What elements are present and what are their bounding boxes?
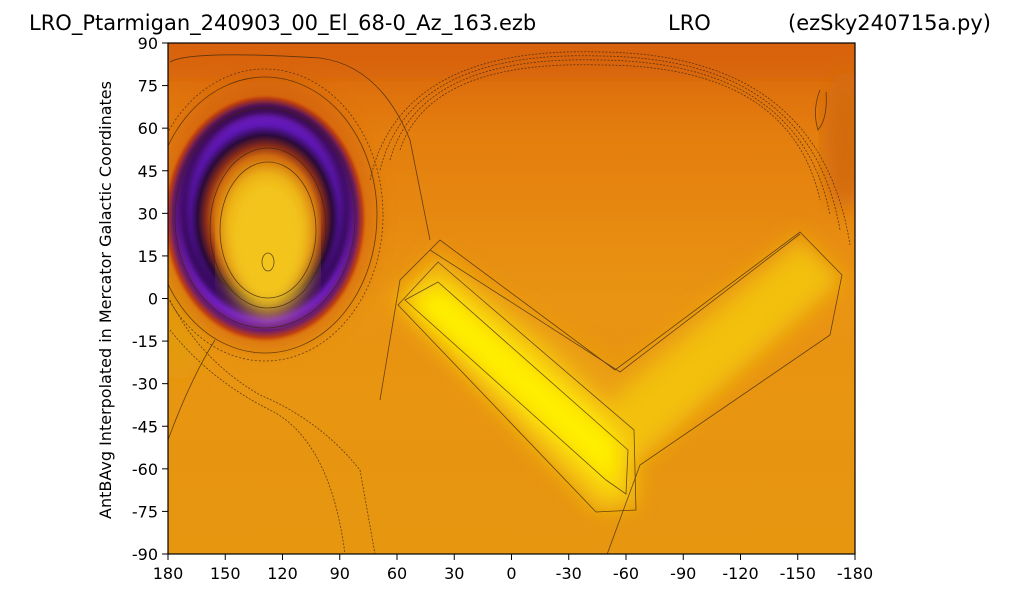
x-tick-label: -120	[722, 564, 758, 583]
contour	[209, 147, 327, 309]
contour	[815, 89, 827, 131]
contour	[397, 261, 637, 513]
chart-title: LRO_Ptarmigan_240903_00_El_68-0_Az_163.e…	[29, 11, 991, 36]
contour	[399, 64, 821, 201]
x-tick-label: 150	[210, 564, 241, 583]
contour	[168, 339, 216, 441]
title-station: LRO	[668, 11, 711, 35]
contour	[389, 59, 831, 216]
y-tick-label: -75	[132, 502, 158, 521]
y-tick-label: -15	[132, 332, 158, 351]
contour	[379, 231, 843, 554]
x-tick-label: 180	[153, 564, 184, 583]
ridge-valley	[430, 232, 800, 395]
contour	[404, 281, 629, 495]
contour	[168, 68, 384, 362]
x-tick-label: -30	[556, 564, 582, 583]
y-tick-label: 15	[138, 247, 158, 266]
y-tick-label: 0	[148, 290, 158, 309]
contour	[169, 329, 346, 554]
x-axis: 180 150 120 90 60 30 0 -30 -60 -90 -120 -150 -180	[153, 554, 873, 583]
y-axis-label: AntBAvg Interpolated in Mercator Galacti…	[96, 81, 115, 519]
contour	[169, 54, 431, 241]
x-tick-label: 60	[387, 564, 407, 583]
y-tick-label: -30	[132, 375, 158, 394]
contour	[168, 76, 378, 354]
y-tick-label: 60	[138, 119, 158, 138]
heatmap-plot-area	[168, 43, 855, 554]
y-tick-label: -90	[132, 545, 158, 564]
y-tick-label: -45	[132, 417, 158, 436]
y-tick-label: -60	[132, 460, 158, 479]
y-axis: 90 75 60 45 30 15 0 -15 -30 -45 -60 -75 -90	[132, 34, 168, 564]
contour-lines	[168, 51, 851, 554]
x-tick-label: -150	[780, 564, 816, 583]
right-edge-lobe	[823, 70, 855, 210]
x-tick-label: 90	[330, 564, 350, 583]
ring-core	[224, 175, 312, 315]
contour	[261, 252, 275, 272]
y-tick-label: 75	[138, 77, 158, 96]
heatmap-top-band	[168, 43, 855, 78]
x-tick-label: -60	[613, 564, 639, 583]
contour	[174, 107, 356, 329]
contour	[379, 55, 841, 231]
x-tick-label: -90	[670, 564, 696, 583]
x-tick-label: -180	[837, 564, 873, 583]
y-tick-label: 90	[138, 34, 158, 53]
x-tick-label: 120	[267, 564, 298, 583]
ridge-right	[600, 238, 842, 460]
ring-feature	[168, 80, 375, 350]
heatmap-ridges	[395, 232, 842, 510]
title-script: (ezSky240715a.py)	[788, 11, 991, 35]
ridge-left-core	[410, 285, 620, 490]
y-tick-label: 30	[138, 204, 158, 223]
contour	[169, 299, 376, 554]
x-tick-label: 0	[506, 564, 516, 583]
contour	[429, 233, 801, 373]
contour	[219, 161, 317, 299]
contour	[369, 51, 851, 246]
y-tick-label: 45	[138, 162, 158, 181]
title-file: LRO_Ptarmigan_240903_00_El_68-0_Az_163.e…	[29, 11, 536, 36]
x-tick-label: 30	[444, 564, 464, 583]
